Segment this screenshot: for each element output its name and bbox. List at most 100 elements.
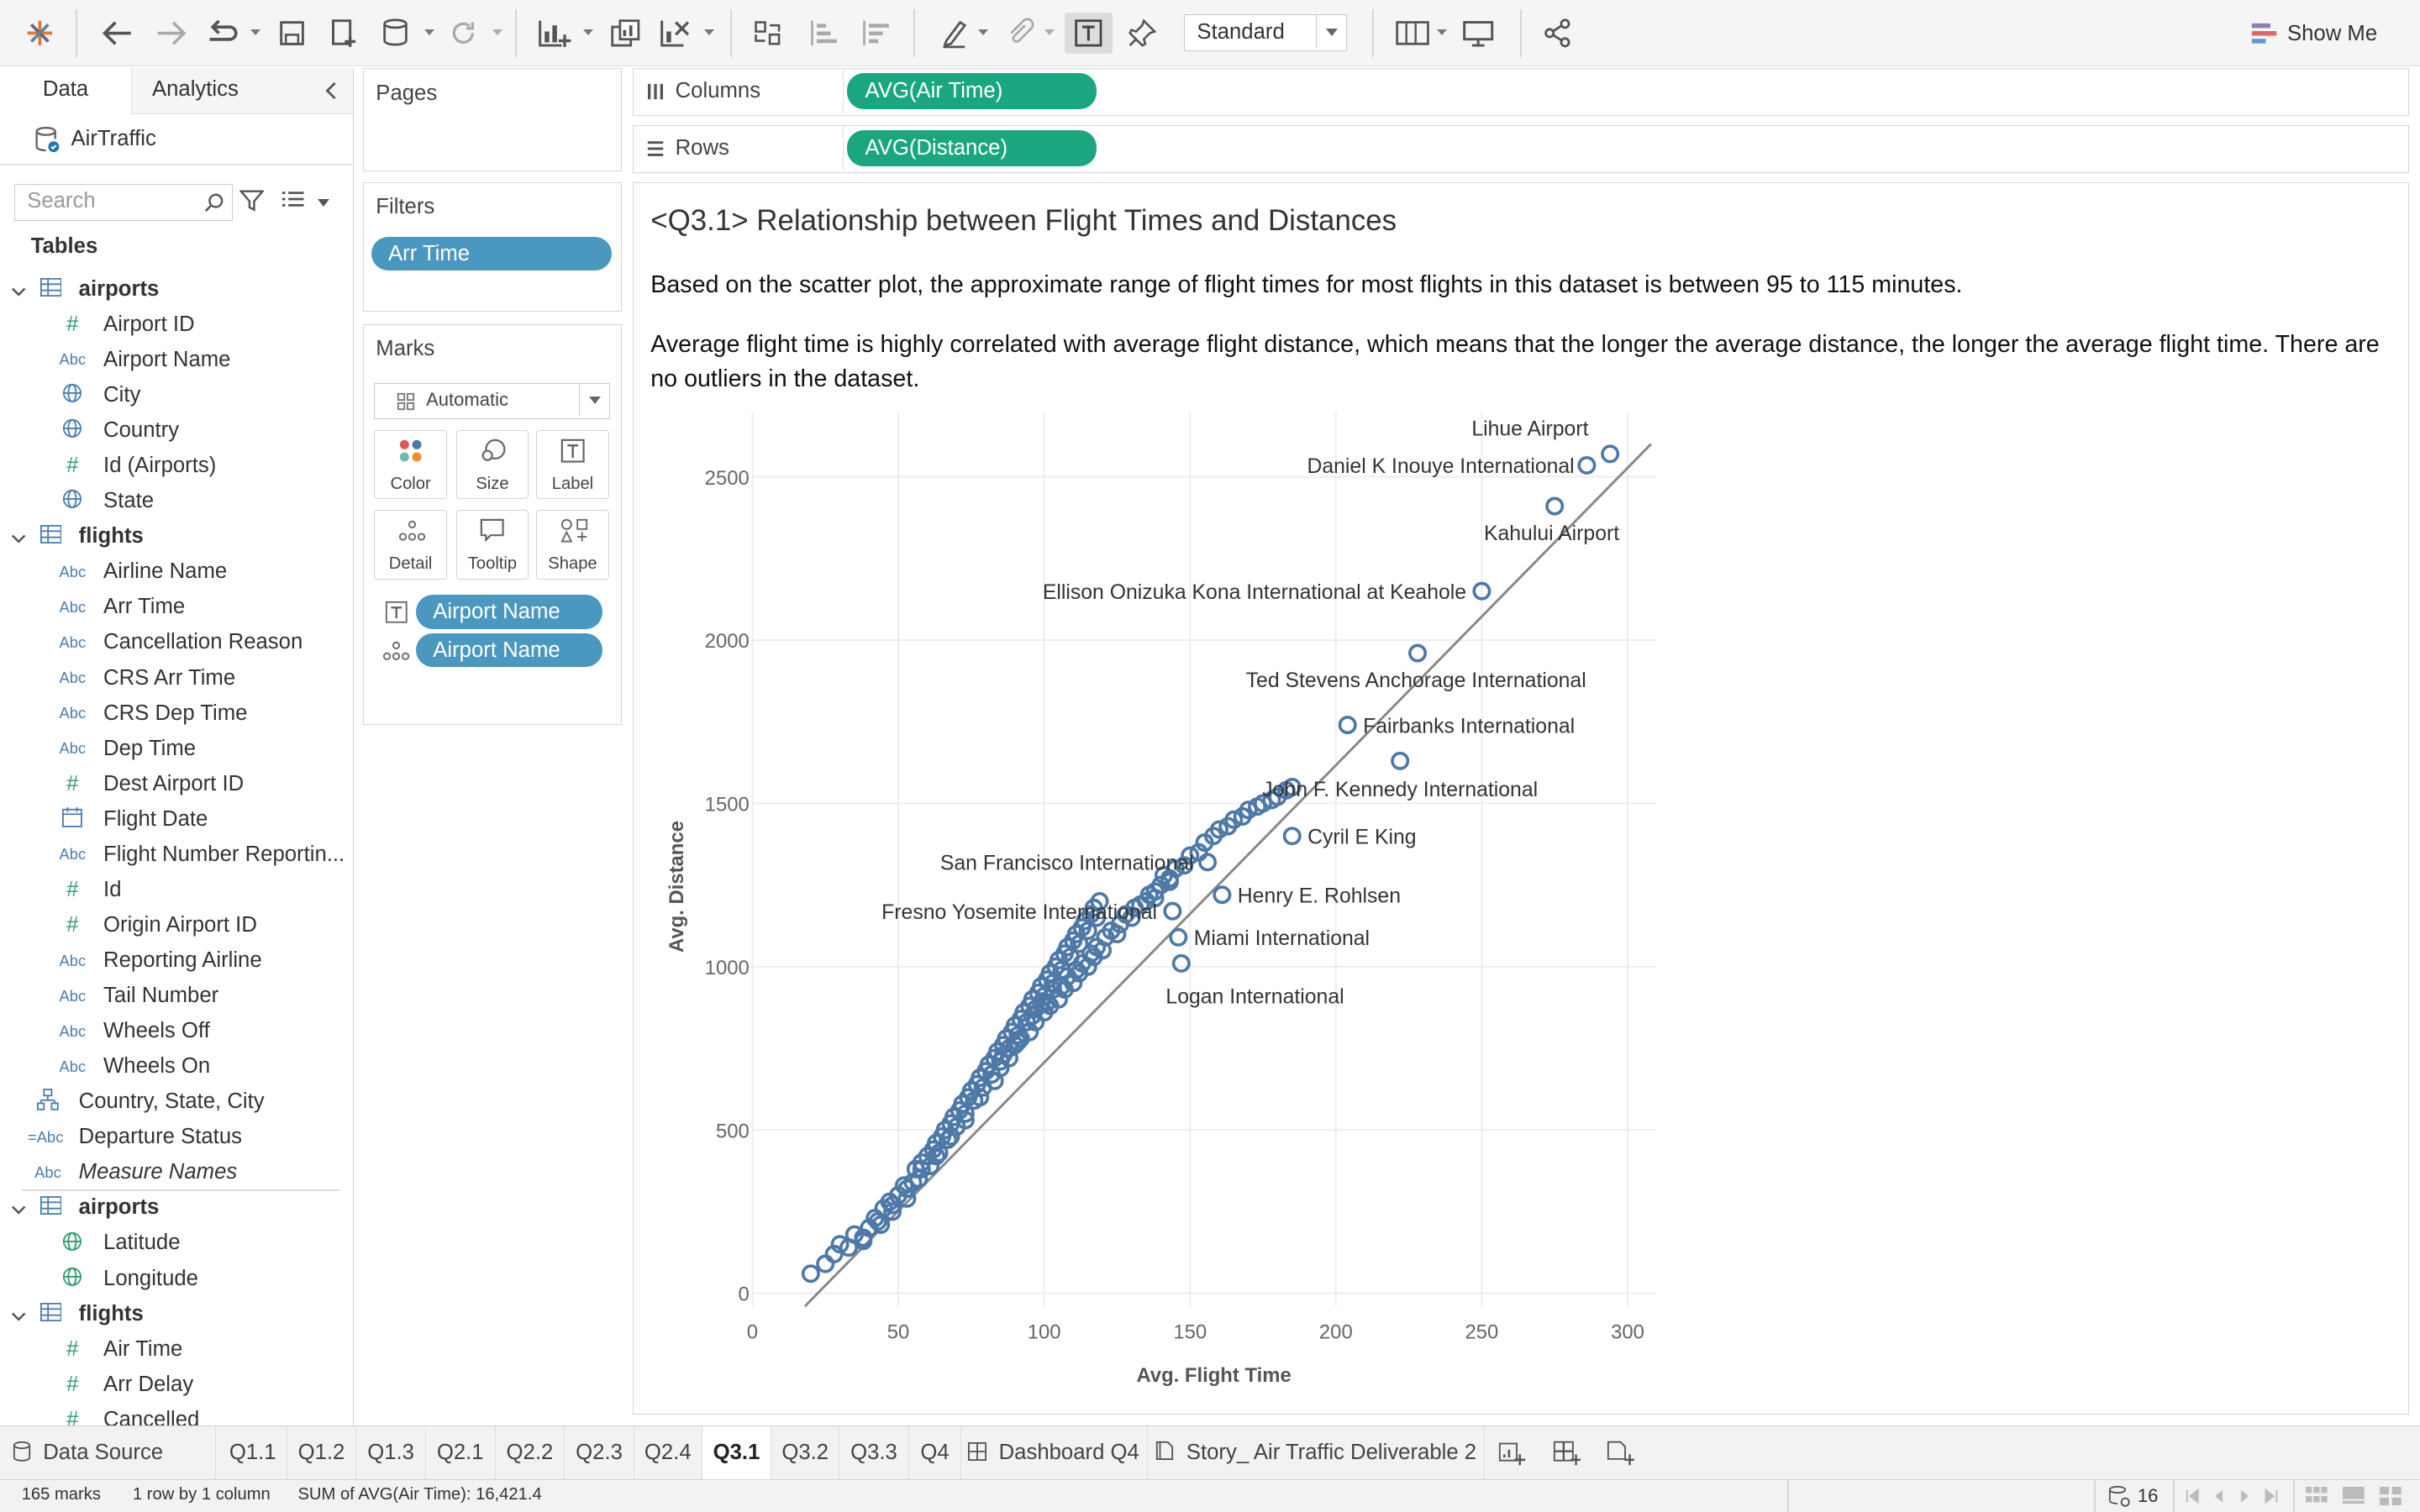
table-node[interactable]: airports [0, 271, 352, 307]
tab-sheet[interactable]: Q1.3 [356, 1426, 426, 1479]
mark-type-select[interactable]: Automatic [374, 383, 611, 419]
tab-sheet[interactable]: Q3.2 [771, 1426, 840, 1479]
tab-sheet[interactable]: Q4 [909, 1426, 962, 1479]
show-sheet-sorter-icon[interactable] [2380, 1486, 2402, 1505]
field-item[interactable]: Abc Airline Name [0, 554, 352, 590]
filters-shelf[interactable]: Filters Arr Time [362, 181, 623, 312]
field-item[interactable]: Flight Date [0, 801, 352, 837]
field-item[interactable]: # Id [0, 872, 352, 907]
field-item[interactable]: Abc CRS Arr Time [0, 660, 352, 696]
field-item[interactable]: Abc Cancellation Reason [0, 625, 352, 660]
view-options-caret-icon[interactable] [318, 198, 330, 207]
table-node[interactable]: flights [0, 519, 352, 554]
tab-sheet[interactable]: Q2.1 [426, 1426, 496, 1479]
chevron-down-icon[interactable] [11, 281, 26, 305]
chevron-down-icon[interactable] [11, 1200, 26, 1224]
field-item[interactable]: # Arr Delay [0, 1367, 352, 1402]
group-members-icon[interactable] [1000, 13, 1040, 55]
field-item[interactable]: City [0, 377, 352, 412]
field-item[interactable]: Abc Wheels Off [0, 1014, 352, 1049]
new-worksheet-icon[interactable] [534, 13, 574, 55]
field-item[interactable]: Country, State, City [0, 1084, 352, 1120]
new-dashboard-tab-icon[interactable] [1553, 1439, 1581, 1467]
new-worksheet-tab-icon[interactable] [1498, 1439, 1526, 1467]
sort-ascending-icon[interactable] [804, 13, 844, 55]
tab-data[interactable]: Data [0, 68, 132, 114]
tab-sheet[interactable]: Q3.1 [702, 1426, 772, 1479]
highlight-pen-icon[interactable] [934, 13, 974, 55]
show-tabs-icon[interactable] [2343, 1486, 2365, 1505]
table-node[interactable]: flights [0, 1296, 352, 1331]
table-node[interactable]: airports [0, 1190, 352, 1226]
search-input[interactable] [14, 184, 197, 218]
collapse-pane-icon[interactable] [323, 81, 341, 106]
detail-button[interactable]: Detail [374, 510, 447, 580]
field-item[interactable]: Abc Dep Time [0, 731, 352, 766]
tab-sheet[interactable]: Q1.2 [287, 1426, 357, 1479]
field-item[interactable]: # Air Time [0, 1331, 352, 1367]
search-box[interactable] [13, 183, 234, 221]
tab-dashboard-q4[interactable]: Dashboard Q4 [960, 1426, 1149, 1479]
tab-sheet[interactable]: Q1.1 [219, 1426, 287, 1479]
tooltip-button[interactable]: Tooltip [455, 510, 529, 580]
fit-view-select[interactable]: Standard [1183, 13, 1348, 51]
field-item[interactable]: Longitude [0, 1261, 352, 1296]
tab-analytics[interactable]: Analytics [131, 67, 353, 114]
field-item[interactable]: # Dest Airport ID [0, 766, 352, 801]
field-item[interactable]: # Airport ID [0, 307, 352, 342]
field-item[interactable]: Abc Measure Names [0, 1155, 352, 1190]
columns-pill[interactable]: AVG(Air Time) [846, 73, 1097, 109]
field-item[interactable]: # Origin Airport ID [0, 907, 352, 942]
field-item[interactable]: Abc Reporting Airline [0, 942, 352, 978]
swap-axes-icon[interactable] [749, 13, 789, 55]
field-item[interactable]: # Id (Airports) [0, 449, 352, 484]
show-cards-icon[interactable] [1391, 13, 1434, 55]
field-item[interactable]: Abc CRS Dep Time [0, 696, 352, 731]
scatter-chart[interactable]: 0 50 100 150 200 250 300 0 500 1000 1500 2000 2500 Av… [634, 183, 2407, 1413]
tab-sheet[interactable]: Q2.3 [565, 1426, 634, 1479]
label-field-pill[interactable]: Airport Name [416, 595, 603, 629]
field-item[interactable]: Abc Airport Name [0, 342, 352, 377]
show-filmstrip-icon[interactable] [2306, 1486, 2328, 1505]
new-data-source-icon[interactable] [326, 13, 363, 55]
shape-button[interactable]: Shape [536, 510, 609, 580]
detail-field-pill[interactable]: Airport Name [416, 633, 603, 668]
field-item[interactable]: Abc Tail Number [0, 978, 352, 1013]
visualization-area[interactable]: <Q3.1> Relationship between Flight Times… [633, 181, 2410, 1415]
field-item[interactable]: Abc Arr Time [0, 590, 352, 625]
clear-sheet-icon[interactable] [656, 13, 697, 55]
new-story-tab-icon[interactable] [1607, 1439, 1635, 1467]
columns-shelf[interactable]: Columns AVG(Air Time) [633, 67, 2410, 116]
redo-arrow-icon[interactable] [150, 13, 192, 55]
color-button[interactable]: Color [374, 429, 447, 500]
field-item[interactable]: # Cancelled [0, 1402, 352, 1425]
search-icon[interactable] [204, 192, 224, 213]
sheet-navigation-icon[interactable] [2186, 1488, 2281, 1504]
field-item[interactable]: Country [0, 412, 352, 448]
database-icon[interactable] [376, 13, 413, 55]
size-button[interactable]: Size [455, 429, 529, 500]
pages-shelf[interactable]: Pages [362, 67, 623, 171]
rows-shelf[interactable]: Rows AVG(Distance) [633, 124, 2410, 173]
tab-story[interactable]: Story_ Air Traffic Deliverable 2 [1149, 1426, 1485, 1479]
save-icon[interactable] [273, 13, 310, 55]
duplicate-sheet-icon[interactable] [607, 13, 647, 55]
chevron-down-icon[interactable] [11, 1305, 26, 1330]
tab-data-source[interactable]: Data Source [0, 1426, 217, 1479]
data-source-item[interactable]: AirTraffic [34, 123, 156, 155]
field-item[interactable]: Latitude [0, 1226, 352, 1261]
label-button[interactable]: Label [536, 429, 609, 500]
show-mark-labels-icon[interactable] [1065, 12, 1113, 55]
replay-icon[interactable] [203, 13, 243, 55]
presentation-mode-icon[interactable] [1459, 13, 1499, 55]
tab-sheet[interactable]: Q2.4 [634, 1426, 702, 1479]
filter-pill-arr-time[interactable]: Arr Time [371, 237, 613, 271]
undo-arrow-icon[interactable] [96, 13, 139, 55]
tableau-logo-icon[interactable] [22, 13, 59, 55]
filter-icon[interactable] [239, 188, 265, 213]
sort-descending-icon[interactable] [856, 13, 897, 55]
tab-sheet[interactable]: Q3.3 [839, 1426, 909, 1479]
tab-sheet[interactable]: Q2.2 [496, 1426, 566, 1479]
field-item[interactable]: State [0, 484, 352, 519]
fix-axes-pin-icon[interactable] [1123, 13, 1160, 55]
